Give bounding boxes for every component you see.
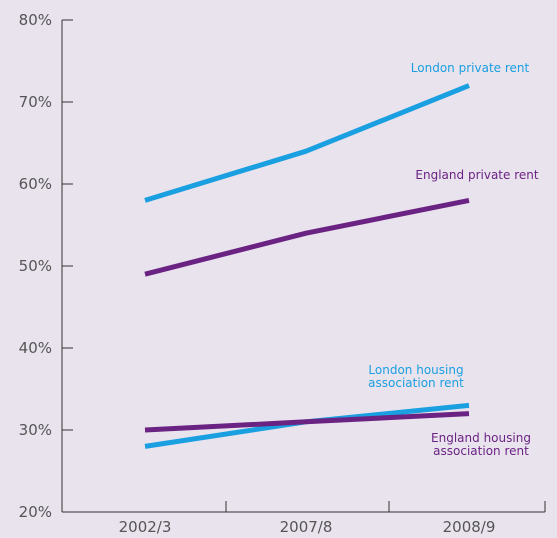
y-tick-label: 60% xyxy=(19,175,52,193)
y-tick-label: 20% xyxy=(19,503,52,521)
series-label: London housing xyxy=(368,363,463,377)
y-tick-label: 50% xyxy=(19,257,52,275)
series-label: association rent xyxy=(433,444,529,458)
series-line xyxy=(144,83,470,203)
series-label: England housing xyxy=(431,431,531,445)
x-tick-label: 2002/3 xyxy=(119,518,172,536)
y-tick-label: 40% xyxy=(19,339,52,357)
x-tick-label: 2008/9 xyxy=(443,518,496,536)
y-tick-label: 30% xyxy=(19,421,52,439)
series-label: association rent xyxy=(368,376,464,390)
y-tick-label: 80% xyxy=(19,11,52,29)
y-tick-label: 70% xyxy=(19,93,52,111)
series-line xyxy=(144,411,470,433)
x-tick-label: 2007/8 xyxy=(280,518,333,536)
series-label: London private rent xyxy=(411,61,530,75)
series-label: England private rent xyxy=(415,168,538,182)
series-line xyxy=(144,197,470,277)
